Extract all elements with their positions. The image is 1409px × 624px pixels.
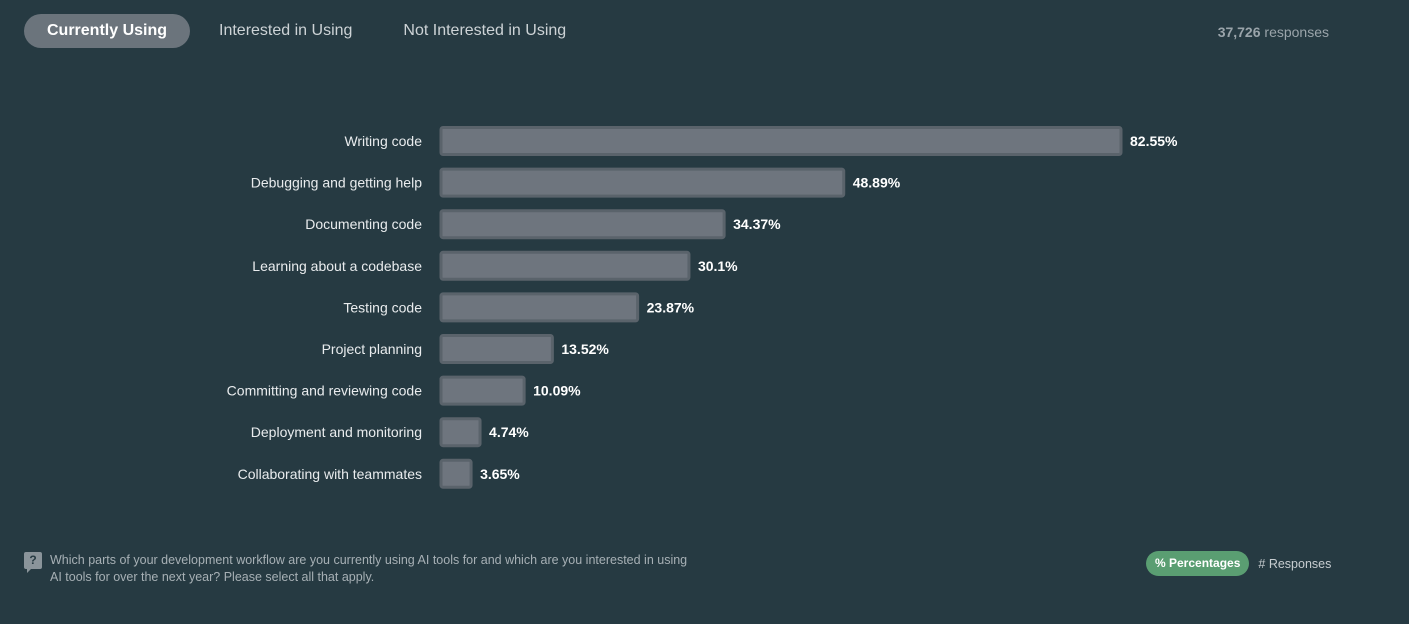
bar[interactable] [439, 375, 526, 406]
bar[interactable] [439, 334, 554, 364]
bar[interactable] [439, 292, 640, 323]
value-label: 3.65% [480, 466, 520, 482]
percentages-toggle-button[interactable]: % Percentages [1146, 551, 1250, 576]
value-label: 30.1% [698, 258, 738, 274]
category-label: Project planning [322, 341, 422, 357]
category-label: Deployment and monitoring [251, 424, 422, 440]
tab-currently-using[interactable]: Currently Using [24, 14, 191, 48]
survey-question: ? Which parts of your development workfl… [24, 552, 690, 586]
category-label: Collaborating with teammates [238, 466, 422, 482]
category-label: Testing code [343, 299, 422, 315]
question-text: Which parts of your development workflow… [50, 553, 688, 584]
value-label: 34.37% [733, 216, 781, 232]
tab-bar: Currently Using Interested in Using Not … [24, 14, 589, 48]
bar[interactable] [439, 417, 482, 448]
category-label: Documenting code [305, 216, 422, 232]
category-label: Writing code [344, 133, 422, 149]
category-label: Learning about a codebase [252, 258, 422, 274]
bar[interactable] [439, 458, 473, 489]
category-label: Debugging and getting help [251, 175, 422, 191]
responses-toggle-button[interactable]: # Responses [1258, 556, 1332, 571]
bar[interactable] [439, 126, 1123, 156]
bar[interactable] [439, 167, 846, 198]
value-label: 23.87% [647, 299, 695, 315]
tab-interested-in-using[interactable]: Interested in Using [219, 22, 353, 39]
value-label: 10.09% [533, 383, 581, 399]
bar-chart: Writing code 82.55% Debugging and getting … [227, 126, 1178, 489]
bar[interactable] [439, 209, 726, 240]
bar[interactable] [439, 250, 691, 281]
response-count: 37,726 responses [1218, 24, 1329, 40]
tab-not-interested-in-using[interactable]: Not Interested in Using [403, 22, 567, 39]
category-label: Committing and reviewing code [227, 383, 423, 399]
view-toggle: % Percentages # Responses [1146, 551, 1331, 576]
response-count-label: responses [1264, 24, 1329, 40]
value-label: 48.89% [853, 175, 901, 191]
value-label: 82.55% [1130, 133, 1178, 149]
question-icon: ? [24, 552, 42, 573]
value-label: 4.74% [489, 424, 529, 440]
response-count-number: 37,726 [1217, 24, 1261, 40]
value-label: 13.52% [561, 341, 609, 357]
